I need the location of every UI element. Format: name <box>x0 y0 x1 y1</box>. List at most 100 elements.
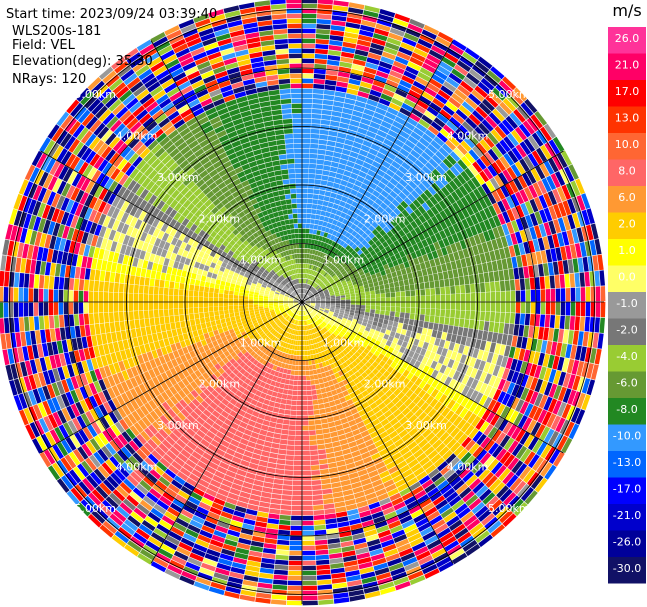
ray-gate <box>302 68 314 74</box>
ray-gate <box>436 132 448 143</box>
ray-gate <box>304 248 308 254</box>
ray-gate <box>450 351 458 361</box>
ray-gate <box>445 286 451 295</box>
ray-gate <box>515 231 523 244</box>
ray-gate <box>389 190 398 199</box>
ray-gate <box>474 392 484 404</box>
ray-gate <box>383 264 390 270</box>
ray-gate <box>394 380 402 388</box>
ray-gate <box>302 555 316 561</box>
ray-gate <box>457 326 464 336</box>
ray-gate <box>510 164 522 177</box>
ray-gate <box>511 220 520 233</box>
ray-gate <box>360 305 366 309</box>
ray-gate <box>478 468 491 481</box>
ray-gate <box>317 154 325 160</box>
ray-gate <box>317 288 322 292</box>
ray-gate <box>366 152 376 161</box>
ray-gate <box>354 310 360 314</box>
ray-gate <box>420 334 426 342</box>
ray-gate <box>318 319 323 324</box>
ray-gate <box>316 314 321 318</box>
ray-gate <box>401 341 408 348</box>
ray-gate <box>364 375 372 383</box>
ray-gate <box>329 264 335 270</box>
ray-gate <box>302 28 316 34</box>
ray-gate <box>463 137 476 149</box>
ray-gate <box>543 428 555 444</box>
ray-gate <box>302 560 316 566</box>
ray-gate <box>480 155 491 167</box>
ray-gate <box>444 278 450 287</box>
ray-gate <box>285 460 294 466</box>
ray-gate <box>312 310 317 315</box>
ray-gate <box>332 284 337 289</box>
ray-gate <box>345 93 357 100</box>
ray-gate <box>371 354 378 361</box>
ray-gate <box>410 366 418 375</box>
ray-gate <box>315 39 329 45</box>
ray-gate <box>302 203 307 209</box>
ray-gate <box>358 361 365 368</box>
ray-gate <box>394 156 404 166</box>
ray-gate <box>394 264 401 272</box>
ray-gate <box>311 209 317 215</box>
ray-gate <box>448 253 455 262</box>
ray-gate <box>562 260 569 274</box>
ray-gate <box>415 43 431 54</box>
ray-gate <box>523 325 530 338</box>
ray-gate <box>384 156 394 165</box>
ray-gate <box>340 153 350 161</box>
ray-gate <box>390 255 397 262</box>
ray-gate <box>467 328 474 338</box>
ray-gate <box>337 316 343 320</box>
ray-gate <box>338 216 345 223</box>
ray-gate <box>353 270 359 276</box>
ray-gate <box>478 102 492 115</box>
ray-gate <box>492 87 506 101</box>
ray-gate <box>345 304 351 307</box>
ray-gate <box>326 324 331 330</box>
ray-gate <box>338 266 344 272</box>
ray-gate <box>370 309 375 314</box>
ray-gate <box>561 437 573 454</box>
ray-gate <box>445 76 460 89</box>
ray-gate <box>496 259 503 271</box>
ray-gate <box>442 237 450 247</box>
ray-gate <box>377 194 386 202</box>
ray-gate <box>557 402 567 417</box>
ray-gate <box>445 309 451 318</box>
ray-gate <box>538 223 547 238</box>
ray-gate <box>292 485 302 491</box>
ray-gate <box>409 392 418 402</box>
ray-gate <box>314 53 328 60</box>
ray-gate <box>481 119 494 132</box>
ray-gate <box>377 181 386 190</box>
ray-gate <box>515 429 526 443</box>
ray-gate <box>422 374 431 383</box>
ray-gate <box>327 457 336 464</box>
ray-gate <box>458 105 472 117</box>
ray-gate <box>325 211 331 218</box>
ray-gate <box>302 118 312 124</box>
ray-gate <box>467 265 474 276</box>
ray-gate <box>348 78 361 86</box>
ray-gate <box>371 160 381 169</box>
ray-gate <box>302 98 313 104</box>
ray-gate <box>389 70 403 79</box>
ray-gate <box>354 233 361 240</box>
ray-gate <box>414 283 420 290</box>
ray-gate <box>519 189 529 203</box>
ray-gate <box>332 106 343 113</box>
ray-gate <box>417 340 425 348</box>
ray-gate <box>441 348 448 357</box>
ray-gate <box>455 109 468 121</box>
ray-gate <box>312 88 324 95</box>
ray-gate <box>318 309 324 313</box>
ray-gate <box>325 518 337 525</box>
ray-gate <box>491 260 498 272</box>
ray-gate <box>577 257 584 273</box>
ray-gate <box>383 226 390 234</box>
ray-gate <box>374 156 384 165</box>
ray-gate <box>398 229 406 237</box>
